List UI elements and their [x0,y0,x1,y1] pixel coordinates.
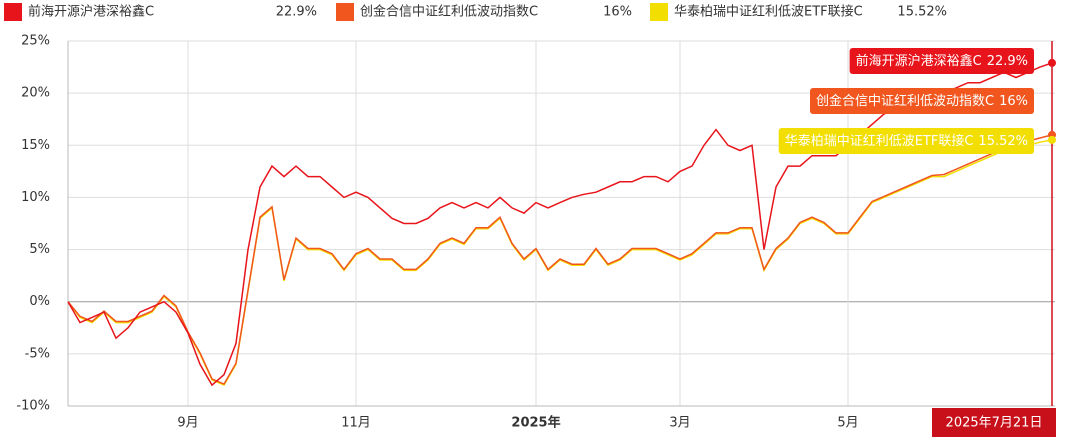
annotation: 前海开源沪港深裕鑫C 22.9% [849,48,1034,74]
y-tick-label: 10% [21,190,50,205]
x-tick-label: 2025年 [511,415,560,431]
annotation-value: 15.52% [978,134,1028,149]
x-tick-label: 5月 [837,416,858,431]
legend-label: 华泰柏瑞中证红利低波ETF联接C [674,4,863,20]
annotation-box [849,48,1034,74]
annotation-name: 华泰柏瑞中证红利低波ETF联接C [785,133,974,149]
annotation-value: 16% [999,94,1028,109]
x-tick-label: 9月 [177,416,198,431]
annotation-value: 22.9% [987,54,1028,69]
annotation-text: 创金合信中证红利低波动指数C 16% [816,93,1028,109]
legend-label: 创金合信中证红利低波动指数C [360,4,538,20]
end-point [1048,135,1056,144]
legend-swatch [4,3,22,21]
legend-value: 22.9% [276,5,317,20]
x-tick-label: 11月 [341,416,371,431]
legend-value: 16% [603,5,632,20]
x-tick-label: 3月 [669,416,690,431]
annotation-name: 前海开源沪港深裕鑫C [856,53,982,69]
annotation-box [778,128,1034,154]
y-tick-label: -10% [16,399,50,414]
y-tick-label: -5% [25,346,50,361]
annotation-text: 前海开源沪港深裕鑫C 22.9% [856,53,1028,69]
date-label: 2025年7月21日 [946,416,1043,431]
y-tick-label: 0% [29,294,50,309]
end-point [1048,58,1056,67]
annotation-text: 华泰柏瑞中证红利低波ETF联接C 15.52% [785,133,1028,149]
annotation: 创金合信中证红利低波动指数C 16% [810,88,1034,114]
annotation-name: 创金合信中证红利低波动指数C [816,93,994,109]
legend-label: 前海开源沪港深裕鑫C [28,4,154,20]
y-tick-label: 15% [21,138,50,153]
y-tick-label: 5% [29,242,50,257]
y-tick-label: 25% [21,34,50,49]
annotation-box [810,88,1034,114]
annotation: 华泰柏瑞中证红利低波ETF联接C 15.52% [778,128,1034,154]
series-line [67,139,1053,387]
legend-value: 15.52% [897,5,947,20]
legend-swatch [336,3,354,21]
date-box [932,408,1056,437]
series-line [67,134,1053,386]
legend-swatch [650,3,668,21]
y-tick-label: 20% [21,86,50,101]
